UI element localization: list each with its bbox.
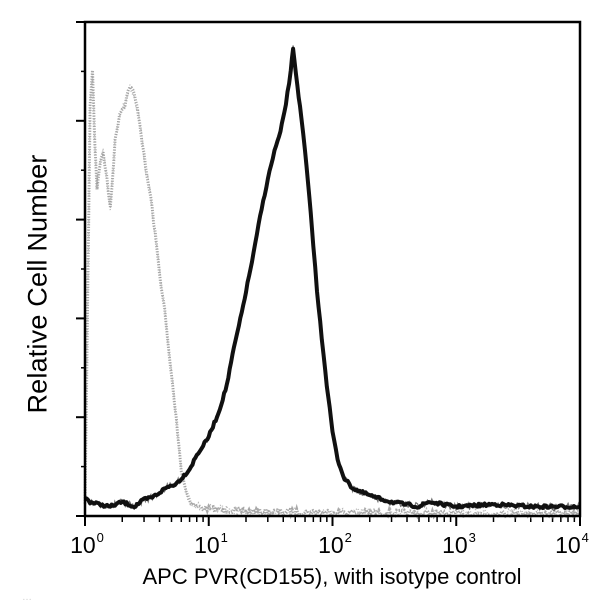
x-tick-label-10e4: 104 — [555, 530, 589, 558]
plot-frame — [83, 20, 582, 518]
footer-caption-cutoff: … — [22, 592, 34, 603]
y-axis-label: Relative Cell Number — [22, 154, 53, 414]
isotype-control-curve-noise — [84, 74, 581, 519]
axis-ticks — [76, 21, 581, 526]
pvr-cd155-curve — [84, 46, 581, 510]
isotype-control-curve — [83, 70, 582, 521]
x-axis-label: APC PVR(CD155), with isotype control — [142, 564, 522, 589]
x-tick-label-10e0: 100 — [70, 530, 104, 558]
x-tick-label-10e2: 102 — [318, 530, 352, 558]
pvr-cd155-curve-noise — [84, 45, 581, 511]
x-tick-label-10e3: 103 — [442, 530, 476, 558]
x-tick-label-10e1: 101 — [194, 530, 228, 558]
